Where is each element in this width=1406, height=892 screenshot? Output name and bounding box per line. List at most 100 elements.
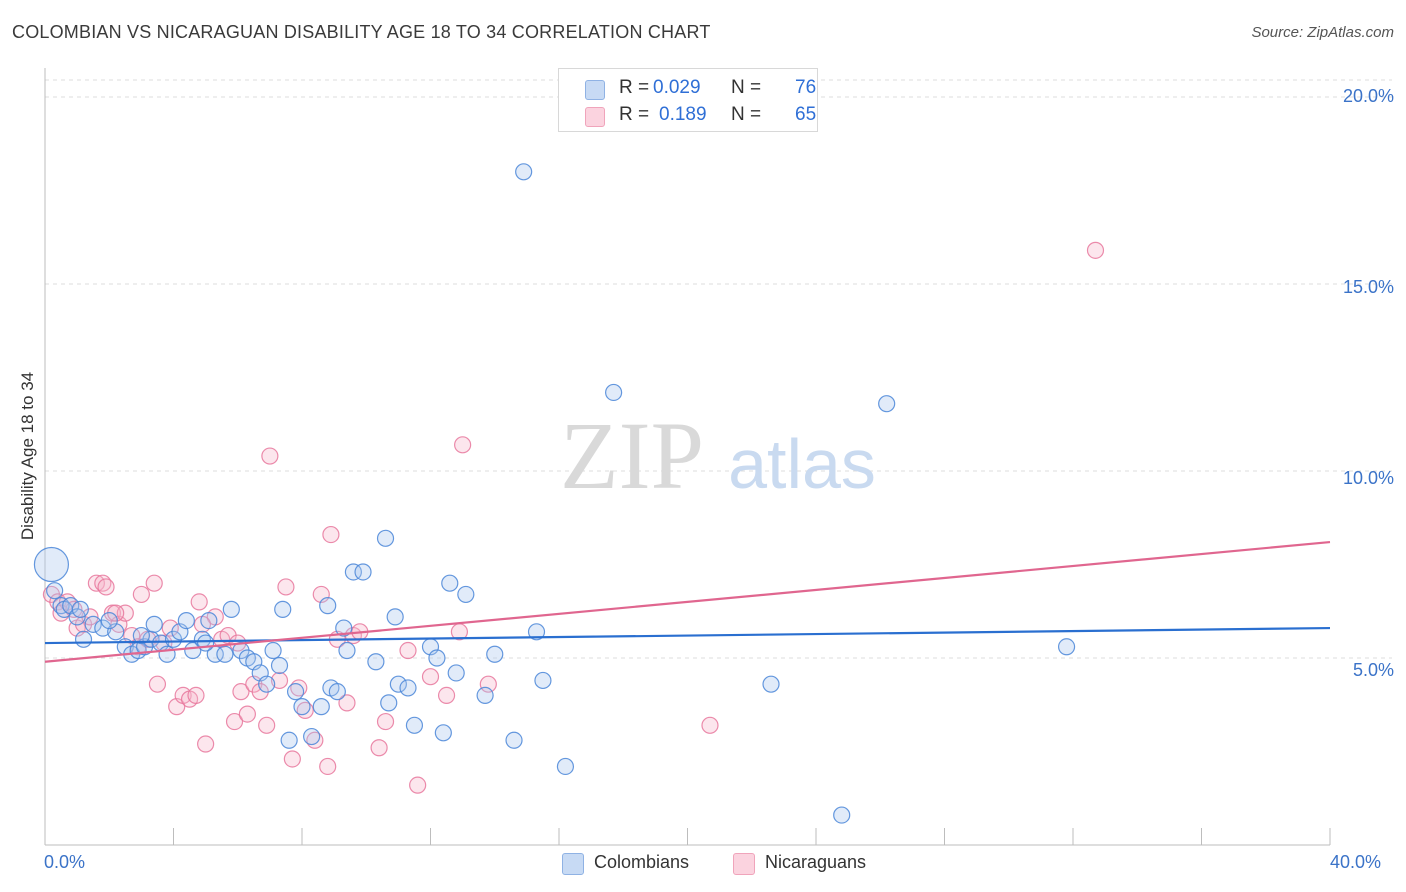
colombians-point [367,653,385,671]
colombians-point [354,563,372,581]
colombians-point [434,724,452,742]
nicaraguans-point [399,641,417,660]
r-value: 0.029 [653,77,701,98]
colombians-point [319,597,337,615]
colombians-point [132,626,150,645]
watermark-zip: ZIP [560,402,704,509]
nicaraguans-point [225,712,244,731]
colombians-point [71,600,89,618]
nicaraguans-point [322,525,340,544]
colombians-point [447,664,465,682]
nicaraguans-point [197,735,215,753]
trend-lines [44,540,1331,663]
colombians-point [280,731,298,749]
legend-label: Colombians [594,852,690,872]
nicaraguans-point [1086,241,1105,259]
colombians-point [476,686,494,705]
nicaraguans-point [338,694,356,712]
colombians-point [274,600,292,618]
colombians-point [376,529,395,547]
r-value: 0.189 [659,104,707,125]
nicaraguans-point [232,683,250,701]
nicaraguans-point [258,716,276,734]
axes [44,68,1331,846]
nicaraguans-point [97,578,115,596]
colombians-point [177,611,195,630]
nicaraguans-point [277,578,295,596]
gridlines [45,79,1392,659]
colombians-point [286,683,305,701]
n-label: N = [731,104,762,125]
colombians-point [428,649,446,667]
colombians-point [527,623,546,641]
colombians-point [405,716,424,734]
r-label: R = [619,104,650,125]
colombians-point [200,611,218,630]
nicaraguans-point [376,712,395,731]
colombians-point [197,634,215,652]
nicaraguans-point [409,776,427,794]
colombians-point [145,615,163,633]
colombians-point [216,645,234,663]
r-label: R = [619,77,650,98]
colombians-point [878,395,896,413]
nicaraguans-point [319,757,337,776]
nicaraguans-point [454,436,472,454]
y-tick-label: 10.0% [1342,468,1394,488]
colombians-point [833,806,851,824]
colombians-point [441,574,459,592]
colombians-point [158,645,176,663]
y-tick-label: 15.0% [1342,277,1394,297]
nicaraguans-point [145,574,163,592]
nicaraguans-point [270,671,289,690]
n-value: 76 [795,77,817,98]
colombians-point [762,675,780,693]
nicaraguans-point [261,447,279,465]
nicaraguans-point [187,686,205,705]
nicaraguans-point [190,593,208,611]
colombians-point [486,645,504,663]
colombians-point [556,757,575,776]
colombians-point [293,698,311,716]
colombians-point [399,679,417,697]
nicaraguans-point [370,739,388,757]
colombians-point [380,694,398,712]
watermark: ZIP atlas [560,402,876,509]
nicaraguans-point [701,716,719,734]
colombians-point [270,656,289,675]
colombians-swatch [585,80,605,100]
nicaraguans-point [87,574,106,592]
colombians-point [46,582,64,600]
nicaraguans-swatch [585,107,605,127]
nicaraguans-point [437,686,456,705]
n-value: 65 [795,104,817,125]
y-tick-label: 5.0% [1352,660,1394,680]
colombians-point [457,585,475,604]
source-label: Source: ZipAtlas.com [1251,24,1394,41]
nicaraguans-points [42,241,1105,794]
nicaraguans-point [238,705,256,723]
colombians-point [84,615,102,633]
colombians-point [33,546,70,583]
nicaraguans-swatch [733,853,755,875]
nicaraguans-point [148,675,167,693]
colombians-point [264,641,282,660]
colombians-point [534,671,552,690]
colombians-point [312,698,330,716]
chart-title: COLOMBIAN VS NICARAGUAN DISABILITY AGE 1… [12,22,711,42]
x-tick-label: 0.0% [44,852,86,872]
nicaraguans-trend-line [44,540,1331,663]
colombians-point [303,727,321,746]
colombians-point [1057,638,1076,656]
nicaraguans-point [421,668,440,686]
colombians-point [100,611,118,630]
y-tick-label: 20.0% [1342,86,1394,106]
y-axis-label: Disability Age 18 to 34 [18,371,37,541]
colombians-point [258,675,276,693]
colombians-point [389,675,407,693]
watermark-atlas: atlas [728,425,876,503]
x-tick-label: 40.0% [1330,852,1382,872]
colombians-swatch [562,853,584,875]
colombians-points [33,163,1076,824]
